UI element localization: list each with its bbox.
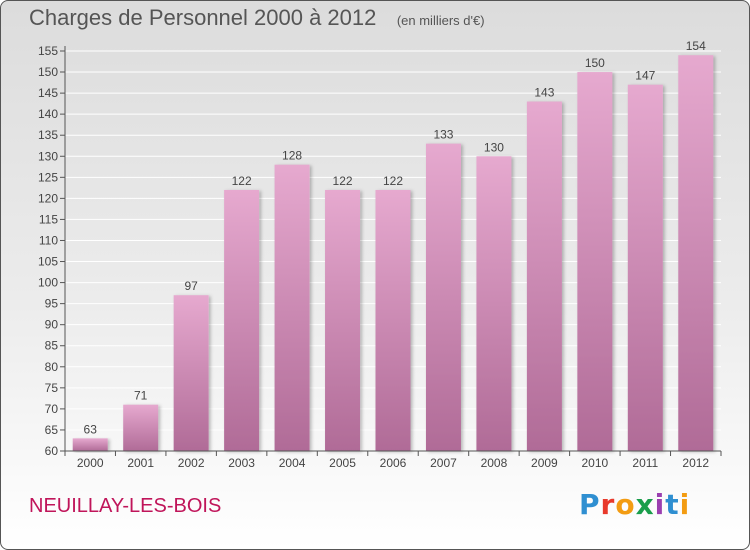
y-tick-label: 125 [38,170,58,184]
bar-value-label: 71 [134,389,148,403]
bar-value-label: 122 [232,174,252,188]
chart-subtitle: (en milliers d'€) [396,13,485,28]
bar [375,189,411,451]
y-tick-label: 150 [38,65,58,79]
bar [678,55,714,452]
y-tick-label: 110 [39,233,58,247]
bar [476,156,512,451]
y-tick-label: 95 [45,297,59,311]
bar-value-label: 130 [484,140,504,154]
bar-value-label: 150 [585,56,605,70]
value-labels: 63 71 97 122 128 122 122 133 130 143 150 147 154 [84,39,707,436]
bars [72,55,714,452]
y-tick-label: 65 [45,423,59,437]
y-tick-label: 85 [45,339,59,353]
commune-name: NEUILLAY-LES-BOIS [29,495,222,517]
bar-value-label: 147 [635,69,655,83]
x-tick-label: 2010 [581,456,608,470]
title-row: Charges de Personnel 2000 à 2012 (en mil… [29,5,485,31]
bar [425,143,461,451]
axes: 60 65 70 75 80 85 90 95 100 105 110 115 120 125 130 135… [38,44,722,470]
x-tick-label: 2012 [682,456,709,470]
bar [325,189,361,451]
bar [123,404,159,451]
bar-value-label: 63 [84,422,98,436]
bar [577,72,613,451]
y-tick-label: 100 [38,276,58,290]
x-tick-label: 2000 [77,456,104,470]
chart-title: Charges de Personnel 2000 à 2012 [29,5,377,30]
x-tick-label: 2003 [228,456,255,470]
y-tick-label: 80 [45,360,59,374]
x-tick-label: 2002 [178,456,205,470]
proxiti-logo[interactable]: Proxiti [579,488,691,521]
y-tick-label: 120 [38,191,58,205]
bar-value-label: 122 [333,174,353,188]
bar-value-label: 97 [184,279,198,293]
y-tick-label: 90 [45,318,59,332]
bar-value-label: 128 [282,149,302,163]
bar [627,84,663,452]
x-tick-label: 2007 [430,456,457,470]
x-tick-label: 2011 [632,456,658,470]
bar [72,438,108,451]
bar-value-label: 122 [383,174,403,188]
bar [224,189,260,451]
y-tick-label: 145 [38,86,58,100]
bar-value-label: 133 [433,128,453,142]
bar-value-label: 143 [534,86,554,100]
y-tick-label: 130 [38,149,58,163]
y-tick-label: 115 [39,212,58,226]
y-tick-label: 135 [38,128,58,142]
bar [173,295,209,451]
y-tick-label: 105 [38,255,58,269]
y-tick-label: 70 [45,402,59,416]
x-tick-label: 2005 [329,456,356,470]
y-tick-label: 60 [45,444,59,458]
bar-value-label: 154 [686,39,706,53]
y-tick-label: 140 [38,107,58,121]
x-tick-label: 2001 [127,456,154,470]
x-tick-label: 2006 [380,456,407,470]
y-tick-label: 75 [45,381,59,395]
bar [274,164,310,451]
y-tick-label: 155 [38,44,58,58]
x-tick-label: 2009 [531,456,558,470]
bar [526,101,562,452]
x-tick-label: 2008 [481,456,508,470]
x-tick-label: 2004 [279,456,306,470]
